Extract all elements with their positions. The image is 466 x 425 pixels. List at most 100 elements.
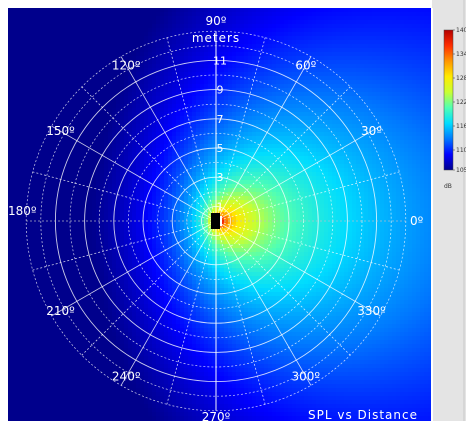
heatmap-cell — [16, 72, 20, 76]
heatmap-cell — [312, 160, 316, 164]
heatmap-cell — [60, 188, 64, 192]
heatmap-cell — [368, 8, 372, 12]
heatmap-cell — [160, 116, 164, 120]
heatmap-cell — [412, 100, 416, 104]
heatmap-cell — [240, 92, 244, 96]
heatmap-cell — [384, 128, 388, 132]
heatmap-cell — [84, 152, 88, 156]
heatmap-cell — [360, 56, 364, 60]
heatmap-cell — [220, 60, 224, 64]
heatmap-cell — [300, 20, 304, 24]
heatmap-cell — [192, 84, 196, 88]
heatmap-cell — [380, 88, 384, 92]
heatmap-cell — [408, 28, 412, 32]
heatmap-cell — [408, 76, 412, 80]
heatmap-cell — [396, 48, 400, 52]
heatmap-cell — [420, 96, 424, 100]
heatmap-cell — [352, 104, 356, 108]
heatmap-cell — [180, 164, 184, 168]
heatmap-cell — [224, 172, 228, 176]
heatmap-cell — [168, 100, 172, 104]
heatmap-cell — [140, 108, 144, 112]
heatmap-cell — [260, 28, 264, 32]
heatmap-cell — [136, 80, 140, 84]
heatmap-cell — [32, 184, 36, 188]
heatmap-cell — [172, 20, 176, 24]
heatmap-cell — [100, 176, 104, 180]
heatmap-cell — [44, 104, 48, 108]
heatmap-cell — [20, 64, 24, 68]
heatmap-cell — [196, 136, 200, 140]
heatmap-cell — [212, 36, 216, 40]
heatmap-cell — [376, 180, 380, 184]
heatmap-cell — [276, 28, 280, 32]
heatmap-cell — [40, 132, 44, 136]
heatmap-cell — [312, 148, 316, 152]
heatmap-cell — [44, 196, 48, 200]
heatmap-cell — [164, 64, 168, 68]
heatmap-cell — [260, 16, 264, 20]
heatmap-cell — [216, 160, 220, 164]
heatmap-cell — [212, 160, 216, 164]
heatmap-cell — [108, 84, 112, 88]
heatmap-cell — [64, 148, 68, 152]
heatmap-cell — [244, 188, 248, 192]
heatmap-cell — [240, 132, 244, 136]
heatmap-cell — [52, 184, 56, 188]
heatmap-cell — [20, 100, 24, 104]
heatmap-cell — [400, 164, 404, 168]
heatmap-cell — [292, 180, 296, 184]
heatmap-cell — [304, 20, 308, 24]
heatmap-cell — [264, 88, 268, 92]
heatmap-cell — [16, 12, 20, 16]
heatmap-cell — [144, 176, 148, 180]
heatmap-cell — [96, 184, 100, 188]
heatmap-cell — [40, 28, 44, 32]
heatmap-cell — [400, 96, 404, 100]
heatmap-cell — [120, 148, 124, 152]
heatmap-cell — [124, 44, 128, 48]
heatmap-cell — [236, 80, 240, 84]
heatmap-cell — [292, 128, 296, 132]
heatmap-cell — [84, 92, 88, 96]
heatmap-cell — [284, 148, 288, 152]
heatmap-cell — [28, 32, 32, 36]
heatmap-cell — [8, 196, 12, 200]
heatmap-cell — [224, 56, 228, 60]
heatmap-cell — [404, 52, 408, 56]
heatmap-cell — [48, 112, 52, 116]
heatmap-cell — [132, 124, 136, 128]
heatmap-cell — [356, 20, 360, 24]
heatmap-cell — [124, 172, 128, 176]
heatmap-cell — [44, 156, 48, 160]
heatmap-cell — [364, 156, 368, 160]
heatmap-cell — [152, 172, 156, 176]
heatmap-cell — [92, 48, 96, 52]
heatmap-cell — [404, 180, 408, 184]
heatmap-cell — [124, 100, 128, 104]
heatmap-cell — [132, 180, 136, 184]
heatmap-cell — [424, 76, 428, 80]
heatmap-cell — [68, 148, 72, 152]
heatmap-cell — [228, 164, 232, 168]
heatmap-cell — [396, 28, 400, 32]
heatmap-cell — [376, 76, 380, 80]
heatmap-cell — [20, 116, 24, 120]
heatmap-cell — [144, 64, 148, 68]
heatmap-cell — [408, 160, 412, 164]
heatmap-cell — [180, 80, 184, 84]
heatmap-cell — [352, 40, 356, 44]
heatmap-cell — [84, 28, 88, 32]
heatmap-cell — [236, 144, 240, 148]
heatmap-cell — [8, 112, 12, 116]
heatmap-cell — [88, 104, 92, 108]
heatmap-cell — [412, 192, 416, 196]
heatmap-cell — [76, 52, 80, 56]
heatmap-cell — [208, 164, 212, 168]
heatmap-cell — [224, 52, 228, 56]
heatmap-cell — [336, 180, 340, 184]
heatmap-cell — [400, 104, 404, 108]
heatmap-cell — [68, 92, 72, 96]
heatmap-cell — [140, 52, 144, 56]
heatmap-cell — [220, 188, 224, 192]
